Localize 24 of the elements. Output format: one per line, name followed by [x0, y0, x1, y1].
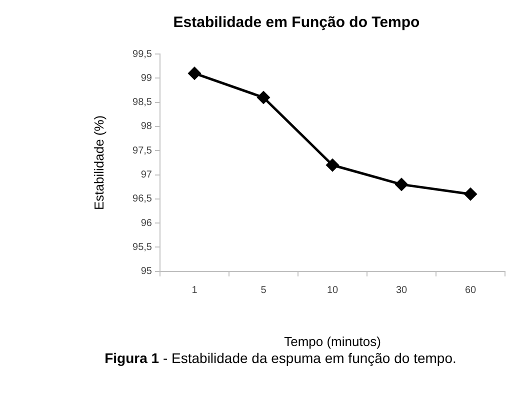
x-axis-title: Tempo (minutos): [284, 334, 381, 349]
y-tick-label: 96: [140, 218, 152, 229]
point: [188, 67, 201, 80]
y-tick-label: 95: [140, 266, 152, 278]
y-tick-label: 99,5: [132, 48, 152, 60]
x-tick-label: 5: [260, 285, 267, 296]
x-tick-label: 1: [192, 285, 198, 296]
y-tick-label: 95,5: [132, 242, 152, 253]
y-tick-label: 97: [140, 170, 152, 181]
y-tick-label: 99: [140, 72, 152, 84]
y-tick-label: 96,5: [132, 194, 152, 205]
y-tick-label: 97,5: [132, 145, 152, 156]
chart-title: Estabilidade em Função do Tempo: [173, 14, 420, 32]
x-tick-label: 30: [396, 285, 408, 296]
y-tick-label: 98: [140, 121, 152, 132]
y-axis-title: Estabilidade (%): [91, 115, 106, 210]
x-tick-label: 10: [326, 285, 338, 296]
point: [464, 188, 477, 200]
point: [326, 158, 339, 172]
point: [257, 91, 270, 104]
y-tick-label: 98,5: [132, 97, 152, 108]
point: [395, 178, 408, 191]
x-tick-label: 60: [464, 285, 476, 296]
text: Figura 1 - Estabilidade da espuma em função do tempo.: [104, 350, 456, 366]
